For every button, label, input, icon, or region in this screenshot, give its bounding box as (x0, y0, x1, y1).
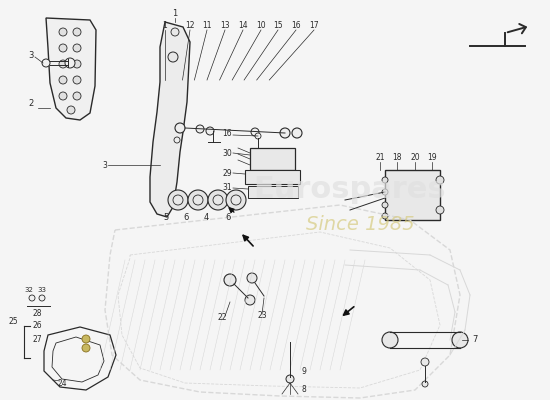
Text: 2: 2 (29, 98, 34, 108)
Polygon shape (150, 22, 190, 217)
Circle shape (175, 123, 185, 133)
Circle shape (382, 189, 388, 195)
Circle shape (206, 127, 214, 135)
Text: 14: 14 (238, 20, 248, 30)
Circle shape (193, 195, 203, 205)
Bar (250, 148, 295, 170)
Circle shape (188, 190, 208, 210)
Circle shape (382, 177, 388, 183)
Text: 7: 7 (472, 336, 478, 344)
Circle shape (280, 128, 290, 138)
Text: 22: 22 (217, 314, 227, 322)
Text: 33: 33 (37, 287, 47, 293)
Circle shape (168, 52, 178, 62)
Text: 21: 21 (375, 154, 385, 162)
Text: 26: 26 (32, 322, 42, 330)
Text: 32: 32 (25, 287, 34, 293)
Text: 6: 6 (183, 214, 189, 222)
Text: 15: 15 (273, 20, 283, 30)
Circle shape (421, 358, 429, 366)
Text: Since 1985: Since 1985 (306, 216, 414, 234)
Bar (248, 186, 298, 198)
Circle shape (73, 76, 81, 84)
Circle shape (247, 273, 257, 283)
Text: 17: 17 (309, 20, 319, 30)
Text: 27: 27 (32, 336, 42, 344)
Circle shape (286, 375, 294, 383)
Text: 28: 28 (32, 310, 42, 318)
Circle shape (67, 106, 75, 114)
Circle shape (59, 60, 67, 68)
Circle shape (382, 332, 398, 348)
Text: 11: 11 (202, 20, 212, 30)
Text: 25: 25 (8, 318, 18, 326)
Circle shape (231, 195, 241, 205)
Circle shape (226, 190, 246, 210)
Text: 10: 10 (256, 20, 266, 30)
Text: 5: 5 (163, 214, 169, 222)
Circle shape (59, 76, 67, 84)
Text: 31: 31 (222, 184, 232, 192)
Circle shape (65, 58, 75, 68)
Circle shape (73, 44, 81, 52)
Text: 23: 23 (257, 312, 267, 320)
Circle shape (436, 206, 444, 214)
Circle shape (292, 128, 302, 138)
Circle shape (213, 195, 223, 205)
Text: 13: 13 (220, 20, 230, 30)
Text: 20: 20 (410, 154, 420, 162)
Circle shape (82, 344, 90, 352)
Circle shape (382, 213, 388, 219)
Circle shape (59, 92, 67, 100)
Circle shape (173, 195, 183, 205)
Circle shape (255, 133, 261, 139)
Circle shape (196, 125, 204, 133)
Circle shape (82, 335, 90, 343)
Circle shape (245, 295, 255, 305)
Text: 24: 24 (57, 378, 67, 388)
Circle shape (168, 190, 188, 210)
Text: 9: 9 (301, 368, 306, 376)
Text: 3: 3 (29, 50, 34, 60)
Circle shape (452, 332, 468, 348)
Circle shape (171, 28, 179, 36)
Polygon shape (46, 18, 96, 120)
Bar (385, 170, 440, 220)
Text: 12: 12 (185, 20, 195, 30)
Circle shape (224, 274, 236, 286)
Circle shape (59, 28, 67, 36)
Circle shape (251, 128, 259, 136)
Bar (245, 170, 300, 184)
Text: 30: 30 (222, 148, 232, 158)
Circle shape (208, 190, 228, 210)
Circle shape (39, 295, 45, 301)
Text: 3: 3 (102, 160, 107, 170)
Circle shape (174, 137, 180, 143)
Circle shape (73, 92, 81, 100)
Circle shape (29, 295, 35, 301)
Text: 19: 19 (427, 154, 437, 162)
Text: Eurospares: Eurospares (254, 176, 446, 204)
Text: 4: 4 (204, 214, 208, 222)
Circle shape (73, 60, 81, 68)
Text: 6: 6 (226, 214, 230, 222)
Circle shape (73, 28, 81, 36)
Text: 29: 29 (222, 168, 232, 178)
Text: 1: 1 (163, 20, 167, 30)
Circle shape (42, 59, 50, 67)
Circle shape (422, 381, 428, 387)
Text: 16: 16 (222, 128, 232, 138)
Circle shape (59, 44, 67, 52)
Circle shape (436, 176, 444, 184)
Text: 18: 18 (392, 154, 402, 162)
Text: 8: 8 (301, 386, 306, 394)
Circle shape (382, 202, 388, 208)
Text: 16: 16 (291, 20, 301, 30)
Text: 1: 1 (172, 10, 178, 18)
